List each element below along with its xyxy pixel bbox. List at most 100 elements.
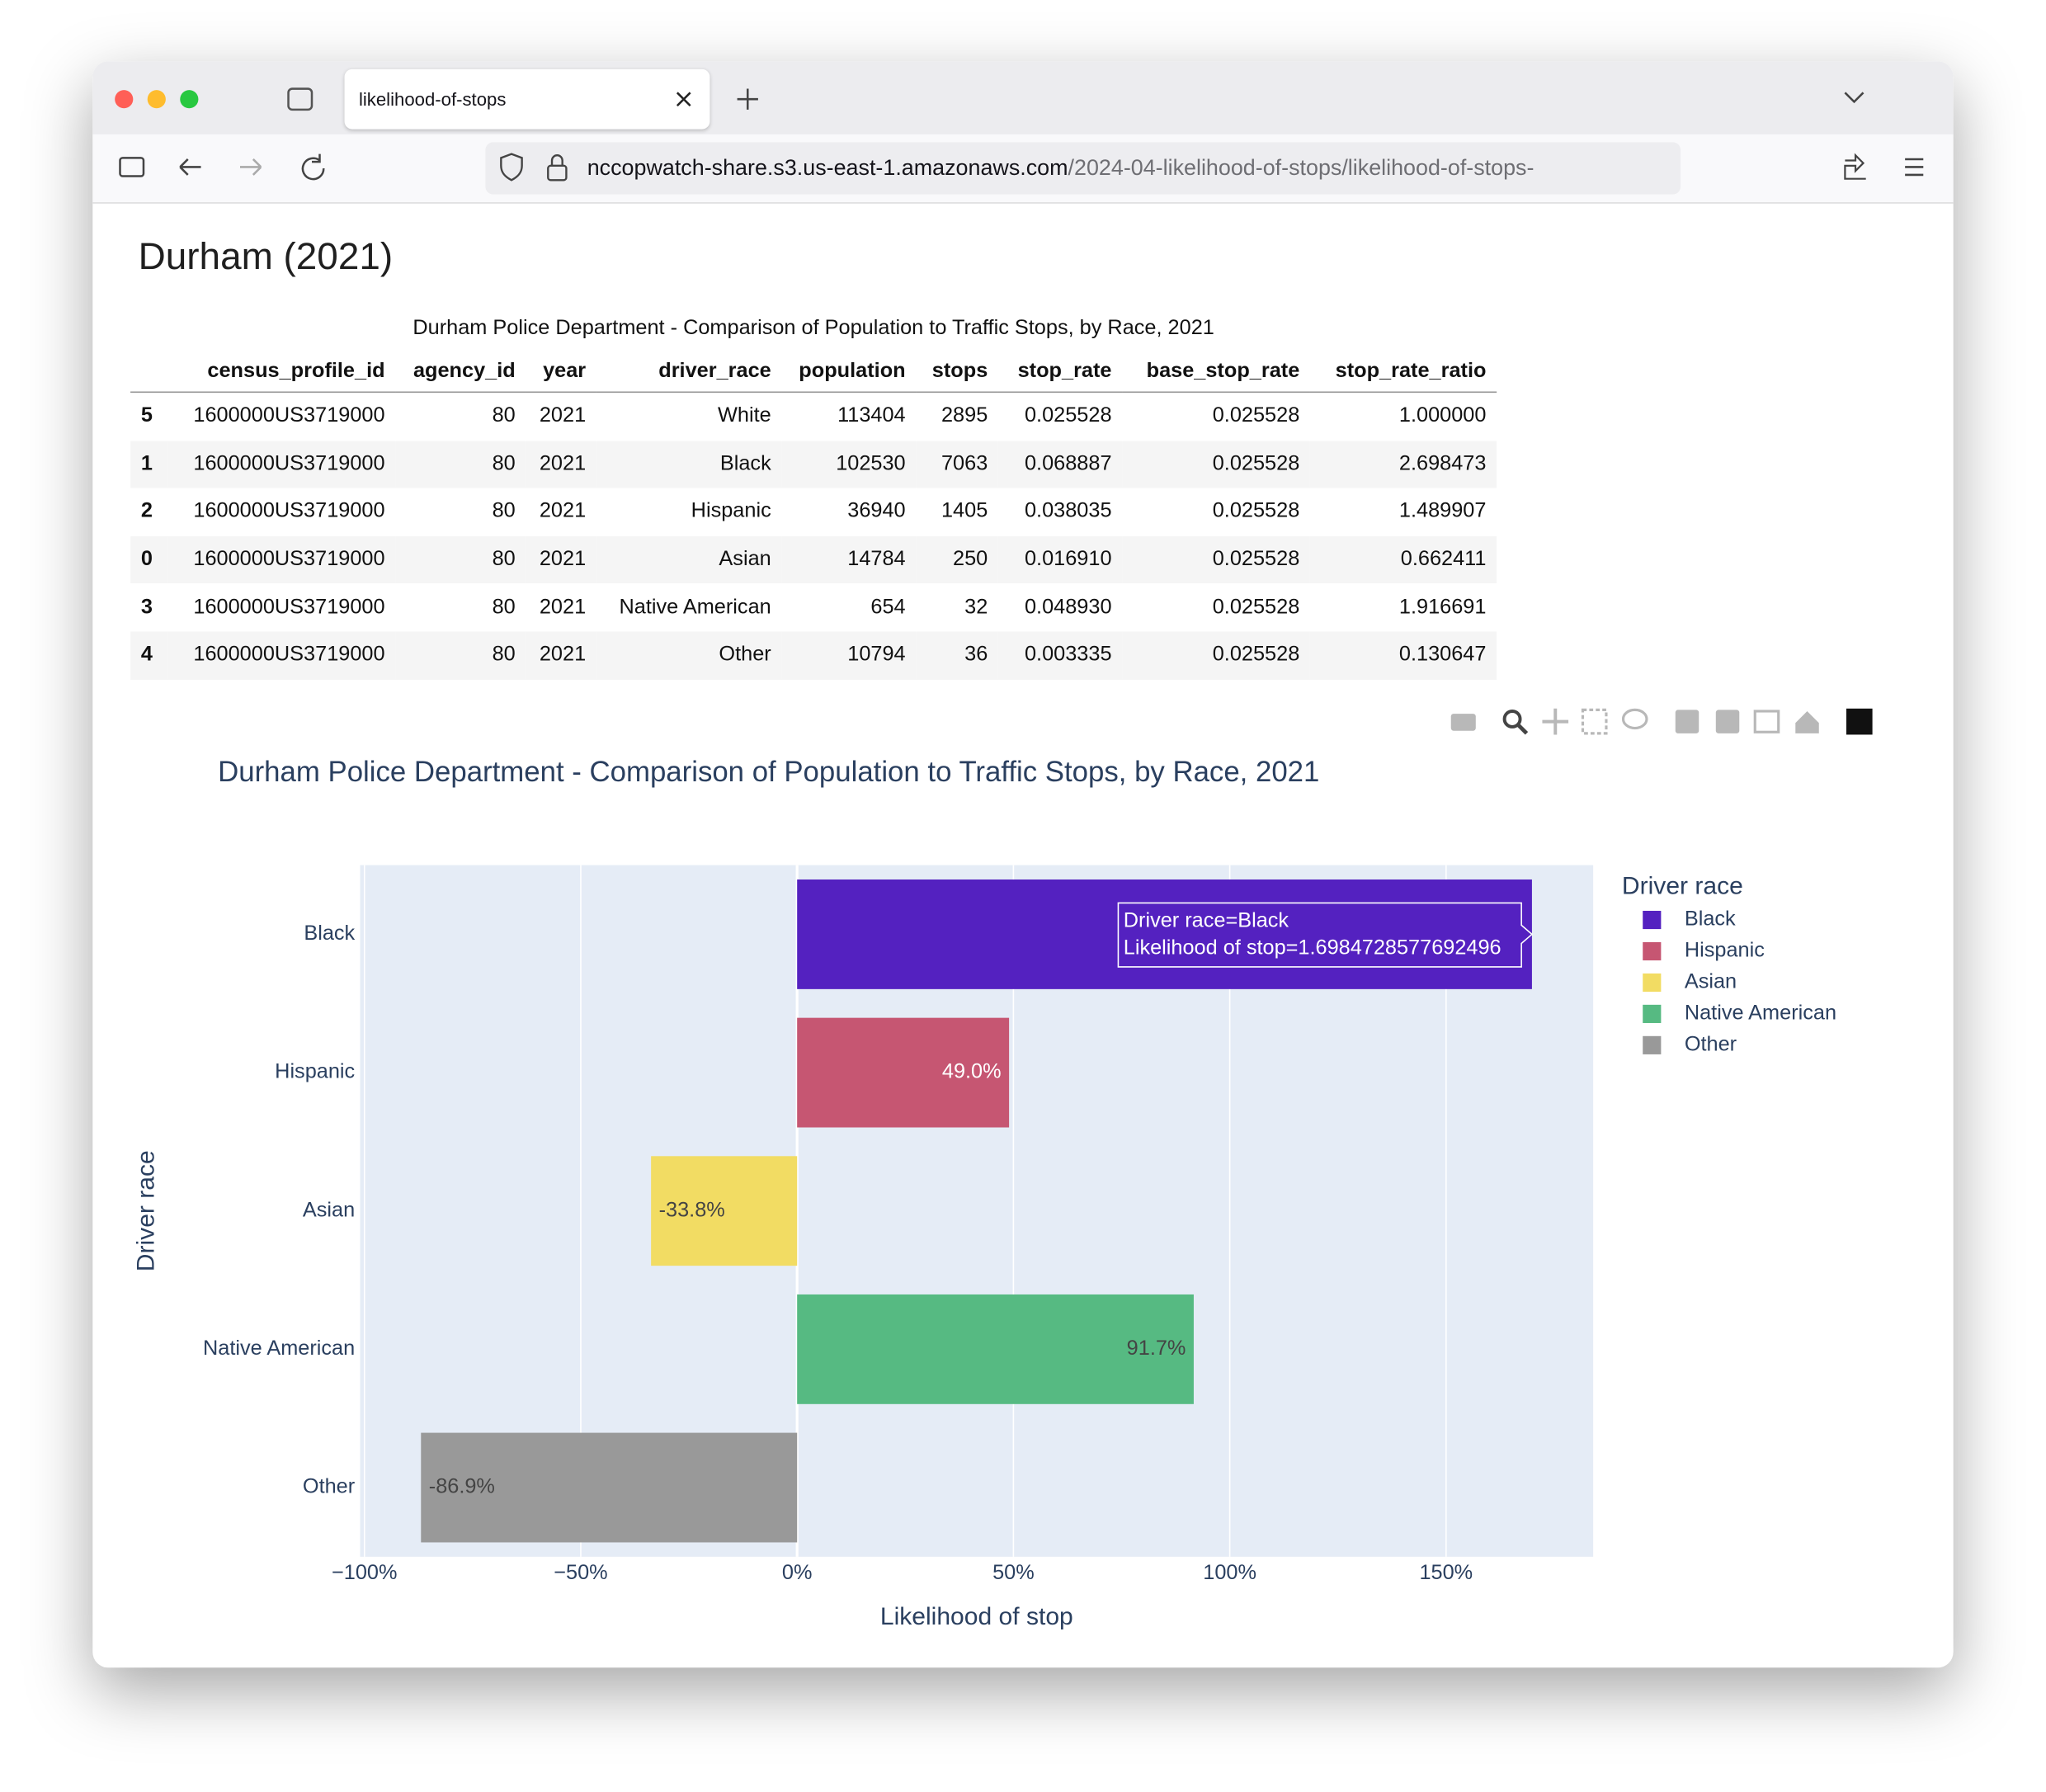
table-cell: 2021 [539,644,587,667]
lasso-select[interactable] [1621,708,1648,730]
table-caption: Durham Police Department - Comparison of… [412,317,1214,340]
zoom[interactable] [1502,709,1522,729]
table-cell: 1.000000 [1398,404,1487,427]
table-cell: 1600000US3719000 [193,596,385,619]
table-cell: 0.003335 [1024,644,1112,667]
extensions[interactable] [1844,153,1866,180]
table-cell: Hispanic [691,500,771,523]
hover-box [1117,902,1534,968]
x-axis-title: Likelihood of stop [880,1603,1073,1630]
menu[interactable] [1905,158,1924,177]
table-cell: Native American [619,596,771,619]
legend-label: Hispanic [1685,939,1765,962]
table-cell: 2021 [539,404,587,427]
table-cell: 10794 [847,644,906,667]
column-header: driver_race [596,352,782,394]
table-cell: Black [719,452,771,475]
reset-axes[interactable] [1795,710,1819,733]
reload[interactable] [301,153,325,181]
table-cell: 0.068887 [1024,452,1112,475]
legend-swatch [1643,941,1662,961]
table-cell: 80 [492,548,516,571]
legend-label: Native American [1685,1002,1836,1025]
zoom-in[interactable] [1675,710,1700,733]
row-index: 2 [140,500,153,523]
table-row: 2 1600000US3719000 80 2021 Hispanic 36940 1405… [130,488,1497,536]
close-tab[interactable] [675,90,693,108]
table-cell: 0.662411 [1400,548,1487,571]
table-cell: 113404 [837,404,906,427]
table-cell: 654 [870,596,906,619]
table-cell: 2895 [940,404,988,427]
plotly-logo[interactable] [1846,708,1873,735]
x-tick-label: 0% [782,1561,813,1584]
table-cell: 0.038035 [1024,500,1112,523]
table-cell: 2021 [539,596,587,619]
column-header: stop_rate_ratio [1309,352,1497,394]
pan[interactable] [1542,708,1569,735]
table-cell: 0.025528 [1212,500,1300,523]
sidebar[interactable] [119,157,145,177]
bar [421,1432,798,1543]
table-row: 3 1600000US3719000 80 2021 Native American 65… [130,584,1497,632]
x-tick-label: 100% [1203,1561,1256,1584]
url-bar[interactable]: nccopwatch-share.s3.us-east-1.amazonaws.… [485,142,1681,195]
table-cell: 2021 [539,500,587,523]
url-host: nccopwatch-share.s3.us-east-1.amazonaws.… [587,155,1068,181]
tab-groups[interactable] [287,87,314,111]
y-tick-label: Native American [203,1337,355,1360]
table-cell: 32 [964,596,988,619]
table-cell: 0.025528 [1212,452,1300,475]
bar [797,1017,1010,1128]
table-cell: 2021 [539,548,587,571]
minimize-window[interactable] [147,90,166,109]
box-select[interactable] [1581,708,1608,735]
close-window[interactable] [115,90,134,109]
column-header: stop_rate [997,352,1123,394]
column-header: agency_id [395,352,526,394]
download-png[interactable] [1450,714,1476,731]
table-cell: 0.025528 [1212,404,1300,427]
legend-label: Other [1685,1033,1737,1056]
zoom-out[interactable] [1715,710,1740,733]
legend-label: Asian [1685,970,1737,993]
table-row: 4 1600000US3719000 80 2021 Other 10794 36 0.003… [130,631,1497,680]
tab[interactable]: likelihood-of-stops [344,68,710,130]
y-tick-label: Hispanic [275,1060,355,1083]
value-label: -86.9% [429,1475,495,1498]
column-header: census_profile_id [167,352,396,394]
autoscale[interactable] [1753,710,1780,733]
page-heading: Durham (2021) [138,236,394,278]
table-cell: 36940 [847,500,906,523]
url-icons [500,153,568,182]
value-label: 91.7% [1127,1337,1186,1360]
forward[interactable] [240,158,262,176]
x-tick-label: 150% [1419,1561,1473,1584]
hover-text: Driver race=Black [1124,908,1289,931]
tab-title: likelihood-of-stops [358,88,507,110]
table-cell: 0.048930 [1024,596,1112,619]
x-tick-label: −50% [554,1561,607,1584]
value-label: -33.8% [659,1198,725,1221]
row-index: 5 [140,404,153,427]
column-header: base_stop_rate [1122,352,1310,394]
row-index: 1 [140,452,153,475]
back[interactable] [179,158,201,176]
legend-swatch [1643,910,1662,930]
list-tabs[interactable] [1844,92,1864,104]
table-cell: 36 [964,644,988,667]
row-index: 0 [140,548,153,571]
table-cell: 102530 [836,452,906,475]
nav-toolbar: nccopwatch-share.s3.us-east-1.amazonaws.… [92,134,1954,204]
table-cell: White [718,404,771,427]
chart-title: Durham Police Department - Comparison of… [218,757,1319,788]
table-cell: 80 [492,500,516,523]
index-header [130,352,167,394]
hover-text: Likelihood of stop=1.6984728577692496 [1124,936,1502,960]
table-cell: 0.025528 [1212,644,1300,667]
zoom-window[interactable] [180,90,199,109]
legend-swatch [1643,1035,1662,1054]
new-tab[interactable] [737,88,758,110]
